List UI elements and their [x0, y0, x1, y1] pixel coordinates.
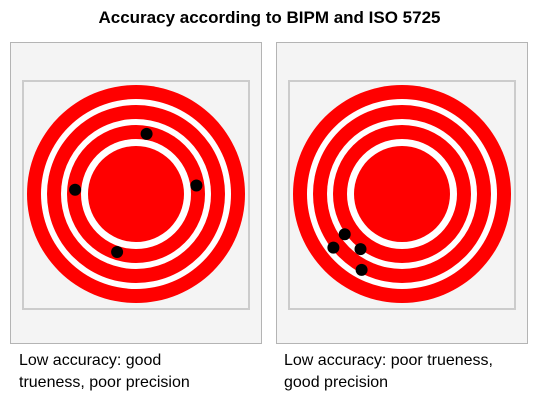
target-bullseye — [88, 146, 184, 242]
shot-mark-3 — [355, 263, 368, 276]
target-left — [22, 80, 250, 310]
target-right — [288, 80, 516, 310]
shot-mark-4 — [327, 241, 340, 254]
target-panel-poor-trueness — [276, 42, 528, 344]
target-panel-good-trueness — [10, 42, 262, 344]
shot-mark-2 — [190, 179, 203, 192]
shot-mark-2 — [338, 228, 351, 241]
shot-mark-4 — [69, 183, 82, 196]
target-bullseye — [354, 146, 450, 242]
shot-mark-1 — [140, 127, 153, 140]
caption-line: Low accuracy: good — [19, 352, 162, 369]
caption-right: Low accuracy: poor trueness, good precis… — [284, 350, 534, 394]
diagram-title: Accuracy according to BIPM and ISO 5725 — [98, 8, 441, 27]
caption-left: Low accuracy: good trueness, poor precis… — [19, 350, 259, 394]
shot-mark-3 — [111, 246, 124, 258]
caption-line: trueness, poor precision — [19, 374, 190, 391]
shot-group — [327, 228, 368, 276]
shot-mark-1 — [354, 243, 367, 256]
caption-line: Low accuracy: poor trueness, — [284, 352, 493, 369]
shot-group — [69, 127, 203, 258]
caption-line: good precision — [284, 374, 389, 391]
